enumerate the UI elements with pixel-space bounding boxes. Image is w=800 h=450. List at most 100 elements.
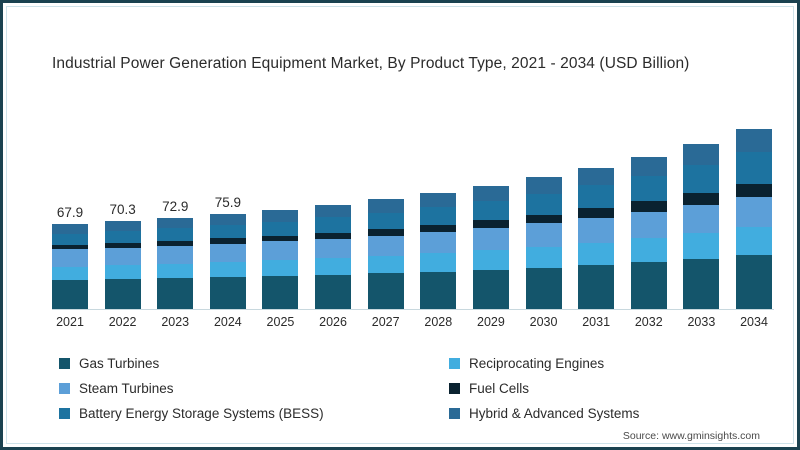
bar-segment — [525, 246, 562, 268]
bar-segment — [104, 243, 141, 248]
bar-segment — [52, 245, 88, 250]
bar-segment — [630, 175, 667, 202]
x-axis-tick-labels: 2021 2022 2023 2024 2025 2026 2027 2028 2029 2030… — [52, 315, 772, 337]
x-tick-2026: 2026 — [319, 315, 347, 329]
legend-swatch-icon — [59, 408, 70, 419]
bar-segment — [315, 258, 352, 275]
bar-segment — [262, 235, 299, 242]
bar-segment — [420, 253, 457, 272]
bar-2024: 75.9 — [209, 195, 246, 310]
bar-segment — [525, 223, 562, 247]
bar-segment — [52, 266, 88, 280]
bar-2034 — [736, 129, 772, 310]
bar-segment — [315, 274, 352, 310]
bar-segment — [525, 177, 562, 194]
bar-segment — [630, 212, 667, 239]
bar-2025 — [262, 209, 299, 310]
bar-segment — [578, 185, 615, 209]
bar-segment — [367, 228, 404, 236]
bar-2021: 67.9 — [52, 205, 88, 310]
bar-segment — [630, 238, 667, 263]
bar-segment — [262, 209, 299, 222]
bar-segment — [157, 240, 194, 246]
bar-2032 — [630, 156, 667, 310]
source-attribution: Source: www.gminsights.com — [622, 430, 760, 442]
bar-segment — [420, 271, 457, 310]
bar-segment — [262, 260, 299, 276]
bar-2029 — [472, 185, 509, 310]
bar-2023: 72.9 — [157, 199, 194, 310]
bar-value-label: 70.3 — [109, 202, 136, 218]
bar-segment — [683, 205, 720, 233]
legend-swatch-icon — [59, 358, 70, 369]
bar-segment — [420, 224, 457, 232]
x-tick-2027: 2027 — [371, 315, 400, 329]
bar-segment — [736, 183, 772, 198]
bar-segment — [630, 262, 667, 310]
legend-item: Gas Turbines — [59, 356, 449, 371]
chart-frame: Industrial Power Generation Equipment Ma… — [6, 6, 794, 444]
bar-segment — [472, 201, 509, 221]
x-tick-2032: 2032 — [634, 315, 663, 329]
bar-segment — [578, 208, 615, 219]
legend-label: Hybrid & Advanced Systems — [469, 406, 640, 421]
bar-segment — [104, 265, 141, 280]
bar-segment — [683, 258, 720, 310]
bar-segment — [472, 220, 509, 229]
x-tick-2030: 2030 — [529, 315, 558, 329]
bar-segment — [315, 217, 352, 233]
legend-label: Gas Turbines — [79, 356, 160, 371]
plot-area: 67.9 70.3 72.9 75.9 — [52, 95, 772, 310]
bar-segment — [630, 201, 667, 213]
bar-segment — [52, 279, 88, 310]
x-axis-line — [52, 309, 774, 310]
legend-label: Steam Turbines — [79, 381, 174, 396]
bar-segment — [52, 224, 88, 234]
bar-segment — [420, 207, 457, 225]
bar-segment — [262, 221, 299, 236]
bar-segment — [315, 232, 352, 239]
legend-label: Reciprocating Engines — [469, 356, 605, 371]
bar-segment — [420, 232, 457, 254]
legend-swatch-icon — [449, 358, 460, 369]
bar-segment — [736, 255, 772, 310]
bar-segment — [472, 269, 509, 310]
bar-segment — [578, 167, 615, 186]
bar-segment — [472, 228, 509, 251]
legend-item: Fuel Cells — [449, 381, 759, 396]
legend-item: Battery Energy Storage Systems (BESS) — [59, 406, 449, 421]
bar-segment — [367, 273, 404, 310]
bar-segment — [525, 267, 562, 310]
bar-segment — [209, 225, 246, 239]
bar-segment — [209, 238, 246, 244]
bar-value-label: 67.9 — [56, 205, 84, 221]
bar-segment — [104, 231, 141, 244]
bar-segment — [736, 226, 772, 256]
x-tick-2024: 2024 — [213, 315, 242, 329]
bar-segment — [52, 233, 88, 246]
x-tick-2031: 2031 — [582, 315, 611, 329]
bar-segment — [104, 279, 141, 310]
bar-2027 — [367, 199, 404, 310]
bar-2030 — [525, 177, 562, 310]
bar-value-label: 72.9 — [162, 198, 189, 214]
legend-item: Hybrid & Advanced Systems — [449, 406, 759, 421]
bar-segment — [209, 277, 246, 310]
bar-2033 — [683, 143, 720, 310]
bar-segment — [104, 221, 141, 232]
legend-label: Fuel Cells — [469, 381, 530, 396]
bar-2028 — [420, 192, 457, 310]
bar-segment — [209, 243, 246, 263]
bar-segment — [262, 275, 299, 310]
bar-2026 — [315, 204, 352, 310]
legend-swatch-icon — [449, 408, 460, 419]
bar-segment — [472, 250, 509, 270]
bar-segment — [736, 129, 772, 153]
bar-segment — [578, 242, 615, 265]
x-tick-2021: 2021 — [56, 315, 84, 329]
bar-segment — [420, 192, 457, 208]
bar-segment — [157, 228, 194, 241]
bar-segment — [630, 156, 667, 176]
bar-segment — [367, 255, 404, 274]
